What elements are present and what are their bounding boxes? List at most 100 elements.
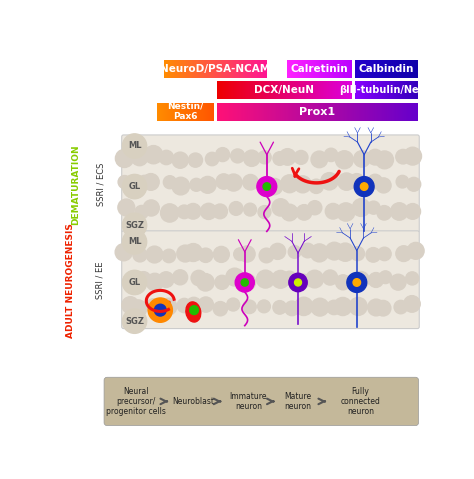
Circle shape xyxy=(273,301,286,314)
Text: SSRI / EE: SSRI / EE xyxy=(95,262,104,299)
Circle shape xyxy=(323,270,337,285)
Circle shape xyxy=(376,151,393,169)
Circle shape xyxy=(122,270,146,295)
Circle shape xyxy=(404,147,421,165)
Circle shape xyxy=(177,298,191,313)
Circle shape xyxy=(390,274,406,290)
Circle shape xyxy=(336,275,350,290)
Text: Neuroblast: Neuroblast xyxy=(173,397,214,406)
Circle shape xyxy=(336,243,354,261)
Circle shape xyxy=(227,298,240,311)
Circle shape xyxy=(243,300,256,314)
Circle shape xyxy=(326,242,343,260)
FancyBboxPatch shape xyxy=(104,377,419,425)
Circle shape xyxy=(327,300,341,315)
Circle shape xyxy=(311,151,328,168)
Text: DEMATURATION: DEMATURATION xyxy=(71,144,80,225)
Circle shape xyxy=(160,298,177,315)
Circle shape xyxy=(198,297,213,312)
FancyBboxPatch shape xyxy=(122,231,419,329)
Text: ML: ML xyxy=(128,238,141,246)
Circle shape xyxy=(197,274,214,291)
Circle shape xyxy=(404,296,420,312)
Circle shape xyxy=(367,149,383,165)
Circle shape xyxy=(239,246,255,262)
Circle shape xyxy=(296,274,310,288)
Circle shape xyxy=(137,175,151,189)
Text: DCX/NeuN: DCX/NeuN xyxy=(254,85,314,95)
Text: Calretinin: Calretinin xyxy=(291,64,348,74)
Circle shape xyxy=(143,200,159,216)
Circle shape xyxy=(266,178,283,195)
Circle shape xyxy=(216,148,229,161)
Circle shape xyxy=(379,271,392,284)
Circle shape xyxy=(369,273,383,287)
Circle shape xyxy=(229,202,243,216)
Circle shape xyxy=(143,173,159,190)
Circle shape xyxy=(122,134,146,158)
Circle shape xyxy=(115,243,132,261)
Circle shape xyxy=(244,150,260,166)
Circle shape xyxy=(123,273,138,288)
Text: Calbindin: Calbindin xyxy=(358,64,414,74)
Circle shape xyxy=(122,297,139,314)
Circle shape xyxy=(191,270,206,285)
Circle shape xyxy=(130,300,147,317)
Text: SGZ: SGZ xyxy=(125,221,144,230)
Circle shape xyxy=(407,242,424,259)
Circle shape xyxy=(283,271,296,285)
Circle shape xyxy=(406,272,419,285)
Circle shape xyxy=(199,176,216,193)
Circle shape xyxy=(225,174,242,191)
Circle shape xyxy=(158,272,174,287)
Circle shape xyxy=(396,149,410,164)
Circle shape xyxy=(257,177,277,196)
Circle shape xyxy=(137,272,151,286)
Circle shape xyxy=(215,275,229,289)
Circle shape xyxy=(243,174,258,190)
Text: NeuroD/PSA-NCAM: NeuroD/PSA-NCAM xyxy=(160,64,271,74)
Text: ADULT NEUROGENESIS: ADULT NEUROGENESIS xyxy=(66,223,75,338)
Text: Immature
neuron: Immature neuron xyxy=(230,392,267,411)
Circle shape xyxy=(368,299,384,316)
Circle shape xyxy=(231,149,245,163)
Circle shape xyxy=(396,246,411,262)
Circle shape xyxy=(354,177,374,196)
Circle shape xyxy=(257,178,270,191)
Circle shape xyxy=(311,298,329,316)
Circle shape xyxy=(334,297,352,316)
Circle shape xyxy=(324,148,337,161)
Circle shape xyxy=(368,174,382,189)
Circle shape xyxy=(337,203,355,221)
Circle shape xyxy=(162,249,176,262)
Circle shape xyxy=(394,300,408,314)
Circle shape xyxy=(272,199,289,216)
Ellipse shape xyxy=(186,302,201,322)
Circle shape xyxy=(172,177,190,195)
Circle shape xyxy=(135,205,148,219)
Circle shape xyxy=(376,178,391,193)
Circle shape xyxy=(155,304,166,316)
Circle shape xyxy=(349,173,365,189)
Text: Nestin/
Pax6: Nestin/ Pax6 xyxy=(167,102,203,121)
Circle shape xyxy=(279,148,296,165)
Circle shape xyxy=(146,299,160,313)
Circle shape xyxy=(349,297,367,315)
Circle shape xyxy=(256,270,274,288)
Circle shape xyxy=(366,248,381,262)
Circle shape xyxy=(226,268,244,286)
Circle shape xyxy=(145,146,163,164)
Text: Mature
neuron: Mature neuron xyxy=(284,392,311,411)
Circle shape xyxy=(213,302,228,316)
Circle shape xyxy=(296,205,312,220)
Circle shape xyxy=(173,270,188,285)
Circle shape xyxy=(164,176,176,189)
Circle shape xyxy=(288,246,301,258)
Circle shape xyxy=(310,244,328,262)
Circle shape xyxy=(352,199,370,217)
Circle shape xyxy=(309,179,323,194)
Circle shape xyxy=(353,279,361,286)
Circle shape xyxy=(351,247,365,261)
Text: Neural
precursor/
progenitor cells: Neural precursor/ progenitor cells xyxy=(107,387,166,416)
Circle shape xyxy=(115,149,134,168)
